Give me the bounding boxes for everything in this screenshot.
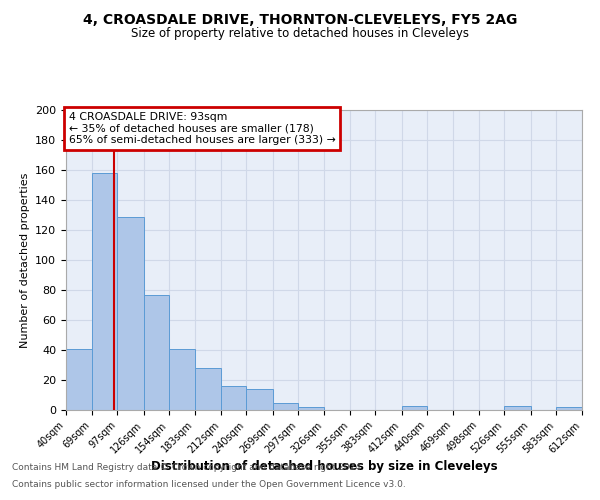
Bar xyxy=(169,348,195,410)
Text: 4, CROASDALE DRIVE, THORNTON-CLEVELEYS, FY5 2AG: 4, CROASDALE DRIVE, THORNTON-CLEVELEYS, … xyxy=(83,12,517,26)
Bar xyxy=(143,294,169,410)
Y-axis label: Number of detached properties: Number of detached properties xyxy=(20,172,29,348)
Bar xyxy=(505,406,530,410)
Text: Size of property relative to detached houses in Cleveleys: Size of property relative to detached ho… xyxy=(131,28,469,40)
Bar xyxy=(298,407,324,410)
Bar xyxy=(92,173,118,410)
Text: 4 CROASDALE DRIVE: 93sqm
← 35% of detached houses are smaller (178)
65% of semi-: 4 CROASDALE DRIVE: 93sqm ← 35% of detach… xyxy=(68,112,335,144)
Bar xyxy=(221,386,247,410)
Bar xyxy=(247,389,272,410)
Bar xyxy=(401,406,427,410)
Text: Contains public sector information licensed under the Open Government Licence v3: Contains public sector information licen… xyxy=(12,480,406,489)
Text: Contains HM Land Registry data © Crown copyright and database right 2024.: Contains HM Land Registry data © Crown c… xyxy=(12,464,364,472)
Bar xyxy=(272,402,298,410)
X-axis label: Distribution of detached houses by size in Cleveleys: Distribution of detached houses by size … xyxy=(151,460,497,473)
Bar xyxy=(118,216,143,410)
Bar xyxy=(195,368,221,410)
Bar xyxy=(556,407,582,410)
Bar xyxy=(66,348,92,410)
